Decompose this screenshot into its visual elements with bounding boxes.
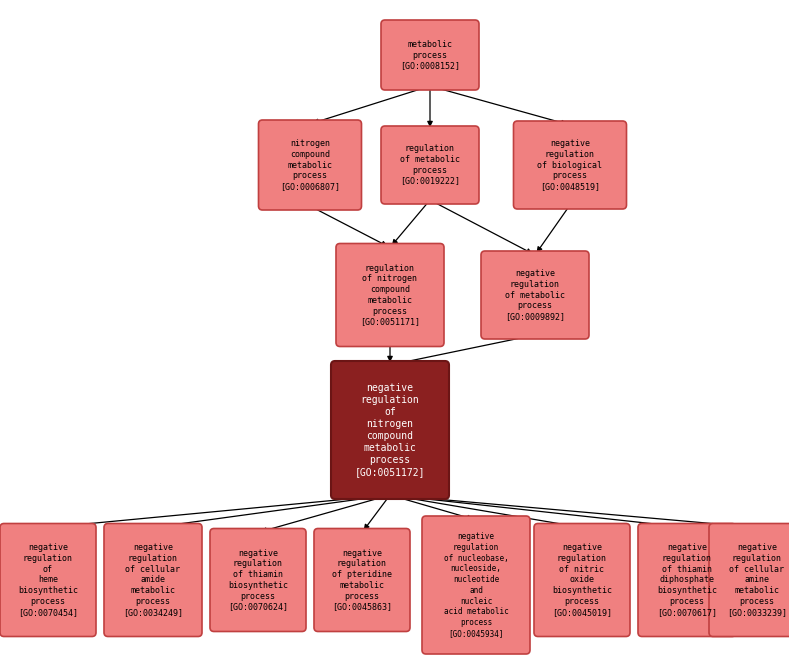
FancyBboxPatch shape <box>481 251 589 339</box>
FancyBboxPatch shape <box>104 523 202 637</box>
FancyBboxPatch shape <box>381 20 479 90</box>
FancyBboxPatch shape <box>0 523 96 637</box>
Text: negative
regulation
of pteridine
metabolic
process
[GO:0045863]: negative regulation of pteridine metabol… <box>332 549 392 611</box>
FancyBboxPatch shape <box>534 523 630 637</box>
Text: negative
regulation
of
nitrogen
compound
metabolic
process
[GO:0051172]: negative regulation of nitrogen compound… <box>355 383 425 477</box>
FancyBboxPatch shape <box>210 529 306 631</box>
Text: negative
regulation
of nitric
oxide
biosynthetic
process
[GO:0045019]: negative regulation of nitric oxide bios… <box>552 543 612 617</box>
Text: negative
regulation
of metabolic
process
[GO:0009892]: negative regulation of metabolic process… <box>505 269 565 321</box>
FancyBboxPatch shape <box>331 361 449 499</box>
Text: nitrogen
compound
metabolic
process
[GO:0006807]: nitrogen compound metabolic process [GO:… <box>280 139 340 191</box>
Text: negative
regulation
of biological
process
[GO:0048519]: negative regulation of biological proces… <box>537 139 603 191</box>
Text: negative
regulation
of cellular
amine
metabolic
process
[GO:0033239]: negative regulation of cellular amine me… <box>727 543 787 617</box>
Text: negative
regulation
of nucleobase,
nucleoside,
nucleotide
and
nucleic
acid metab: negative regulation of nucleobase, nucle… <box>443 532 508 638</box>
FancyBboxPatch shape <box>336 244 444 346</box>
FancyBboxPatch shape <box>422 516 530 654</box>
FancyBboxPatch shape <box>514 121 626 209</box>
Text: negative
regulation
of thiamin
diphosphate
biosynthetic
process
[GO:0070617]: negative regulation of thiamin diphospha… <box>657 543 717 617</box>
FancyBboxPatch shape <box>709 523 789 637</box>
FancyBboxPatch shape <box>381 126 479 204</box>
Text: negative
regulation
of
heme
biosynthetic
process
[GO:0070454]: negative regulation of heme biosynthetic… <box>18 543 78 617</box>
Text: negative
regulation
of thiamin
biosynthetic
process
[GO:0070624]: negative regulation of thiamin biosynthe… <box>228 549 288 611</box>
FancyBboxPatch shape <box>259 120 361 210</box>
FancyBboxPatch shape <box>638 523 736 637</box>
FancyBboxPatch shape <box>314 529 410 631</box>
Text: metabolic
process
[GO:0008152]: metabolic process [GO:0008152] <box>400 40 460 70</box>
Text: negative
regulation
of cellular
amide
metabolic
process
[GO:0034249]: negative regulation of cellular amide me… <box>123 543 183 617</box>
Text: regulation
of metabolic
process
[GO:0019222]: regulation of metabolic process [GO:0019… <box>400 145 460 186</box>
Text: regulation
of nitrogen
compound
metabolic
process
[GO:0051171]: regulation of nitrogen compound metaboli… <box>360 264 420 326</box>
